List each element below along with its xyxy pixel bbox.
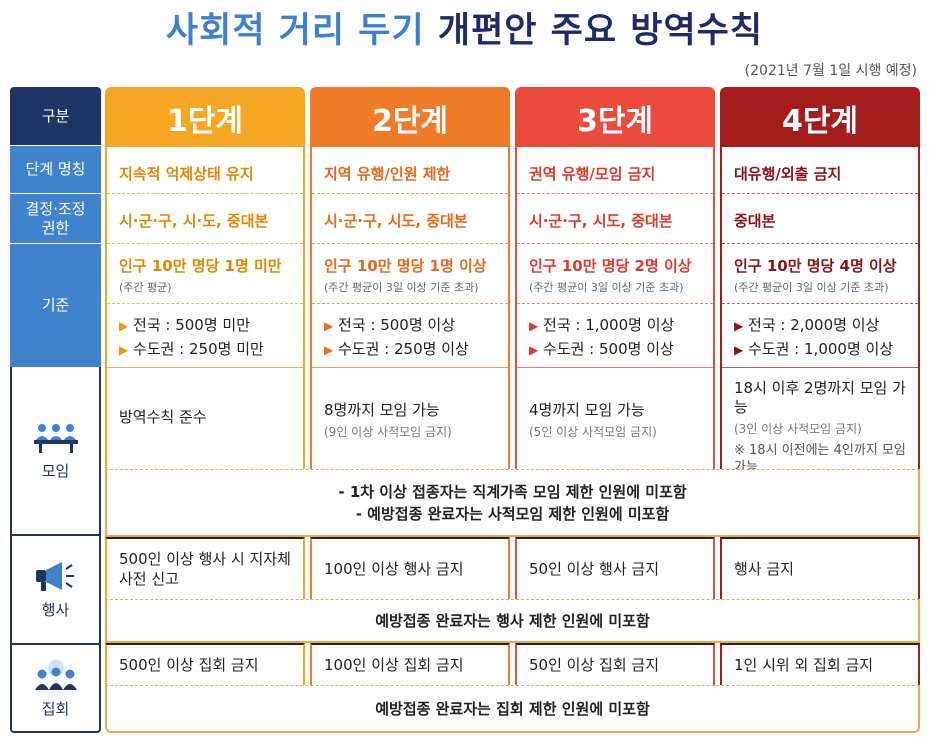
stage-4-criteria: 인구 10만 명당 4명 이상 (주간 평균이 3일 이상 기준 초과) [734, 255, 910, 295]
header-gathering: 모임 [10, 367, 101, 536]
meeting-people-icon [33, 424, 78, 453]
gathering-note: - 1차 이상 접종자는 직계가족 모임 제한 인원에 미포함 - 예방접종 완… [105, 469, 920, 537]
stage-1-assembly: 500인 이상 집회 금지 [105, 643, 305, 685]
stage-2-thresholds: ▶ 전국 : 500명 이상 ▶ 수도권 : 250명 이상 [324, 314, 500, 362]
event-label: 행사 [41, 601, 70, 619]
bullet-triangle-icon: ▶ [119, 319, 129, 333]
stage-3-label: 3단계 [517, 89, 713, 147]
stage-1-capital: 수도권 : 250명 미만 [133, 340, 264, 358]
gathering-note-line2: - 예방접종 완료자는 사적모임 제한 인원에 미포함 [355, 504, 670, 523]
bullet-triangle-icon: ▶ [119, 343, 129, 357]
assembly-note: 예방접종 완료자는 집회 제한 인원에 미포함 [105, 685, 920, 733]
gathering-note-line1: - 1차 이상 접종자는 직계가족 모임 제한 인원에 미포함 [338, 482, 687, 501]
stage-4-gathering: 18시 이후 2명까지 모임 가능 (3인 이상 사적모임 금지) ※ 18시 … [734, 379, 906, 475]
header-assembly: 집회 [10, 645, 101, 733]
stage-1-nationwide: 전국 : 500명 미만 [133, 316, 251, 334]
header-criteria: 기준 [10, 243, 101, 367]
title-part1: 사회적 거리 두기 [165, 11, 425, 51]
stage-2-criteria: 인구 10만 명당 1명 이상 (주간 평균이 3일 이상 기준 초과) [324, 255, 500, 295]
stage-1-criteria: 인구 10만 명당 1명 미만 (주간 평균) [119, 255, 295, 295]
stage-3-nationwide: 전국 : 1,000명 이상 [543, 316, 675, 334]
stage-1-authority: 시·군·구, 시·도, 중대본 [119, 212, 269, 230]
bullet-triangle-icon: ▶ [324, 343, 334, 357]
title-part2: 개편안 주요 방역수칙 [437, 11, 764, 51]
stage-3-authority: 시·군·구, 시도, 중대본 [529, 212, 673, 230]
stage-1-event: 500인 이상 행사 시 지자체 사전 신고 [105, 537, 305, 599]
stage-1-criteria-sub: (주간 평균) [119, 281, 172, 294]
stage-2-gathering: 8명까지 모임 가능 (9인 이상 사적모임 금지) [324, 401, 452, 439]
stage-4-criteria-sub: (주간 평균이 3일 이상 기준 초과) [734, 281, 889, 294]
bullet-triangle-icon: ▶ [734, 319, 744, 333]
stage-3-name: 권역 유행/모임 금지 [529, 165, 656, 183]
crowd-icon [34, 659, 77, 690]
header-event: 행사 [10, 536, 101, 645]
stage-1-label: 1단계 [107, 89, 303, 147]
stage-1-name: 지속적 억제상태 유지 [119, 165, 254, 183]
stage-2-assembly: 100인 이상 집회 금지 [310, 643, 510, 685]
bullet-triangle-icon: ▶ [529, 343, 539, 357]
stage-2-authority: 시·군·구, 시도, 중대본 [324, 212, 468, 230]
stage-4-thresholds: ▶ 전국 : 2,000명 이상 ▶ 수도권 : 1,000명 이상 [734, 314, 910, 362]
stage-3-gathering: 4명까지 모임 가능 (5인 이상 사적모임 금지) [529, 401, 657, 439]
bullet-triangle-icon: ▶ [324, 319, 334, 333]
row-header-column: 구분 단계 명칭 결정·조정 권한 기준 모임 행사 [10, 87, 101, 733]
bullet-triangle-icon: ▶ [529, 319, 539, 333]
stage-4-capital: 수도권 : 1,000명 이상 [748, 340, 894, 358]
stage-2-event: 100인 이상 행사 금지 [310, 537, 510, 599]
stage-1-criteria-main: 인구 10만 명당 1명 미만 [119, 257, 282, 275]
stage-2-criteria-sub: (주간 평균이 3일 이상 기준 초과) [324, 281, 479, 294]
stage-4-criteria-main: 인구 10만 명당 4명 이상 [734, 257, 897, 275]
stage-3-criteria: 인구 10만 명당 2명 이상 (주간 평균이 3일 이상 기준 초과) [529, 255, 705, 295]
stage-4-assembly: 1인 시위 외 집회 금지 [720, 643, 920, 685]
stage-4-name: 대유행/외출 금지 [734, 165, 842, 183]
stage-2-nationwide: 전국 : 500명 이상 [338, 316, 456, 334]
stage-1-gathering: 방역수칙 준수 [119, 408, 207, 426]
gathering-label: 모임 [41, 462, 70, 480]
stage-2-label: 2단계 [312, 89, 508, 147]
date-note: (2021년 7월 1일 시행 예정) [744, 63, 917, 79]
stage-3-criteria-main: 인구 10만 명당 2명 이상 [529, 257, 692, 275]
assembly-label: 집회 [41, 699, 70, 718]
stage-2-name: 지역 유행/인원 제한 [324, 165, 451, 183]
stage-4-authority: 중대본 [734, 212, 776, 230]
page-title: 사회적 거리 두기 개편안 주요 방역수칙 [0, 2, 929, 53]
stage-2-criteria-main: 인구 10만 명당 1명 이상 [324, 257, 487, 275]
stage-4-nationwide: 전국 : 2,000명 이상 [748, 316, 880, 334]
event-note: 예방접종 완료자는 행사 제한 인원에 미포함 [105, 599, 920, 643]
megaphone-icon [35, 562, 74, 591]
stage-3-capital: 수도권 : 500명 이상 [543, 340, 674, 358]
bullet-triangle-icon: ▶ [734, 343, 744, 357]
stage-2-capital: 수도권 : 250명 이상 [338, 340, 469, 358]
stage-3-event: 50인 이상 행사 금지 [515, 537, 715, 599]
header-category: 구분 [10, 87, 101, 145]
stage-1-thresholds: ▶ 전국 : 500명 미만 ▶ 수도권 : 250명 미만 [119, 314, 295, 362]
stage-3-criteria-sub: (주간 평균이 3일 이상 기준 초과) [529, 281, 684, 294]
stage-4-event: 행사 금지 [720, 537, 920, 599]
stage-3-assembly: 50인 이상 집회 금지 [515, 643, 715, 685]
header-authority: 결정·조정 권한 [10, 193, 101, 243]
header-stage-name: 단계 명칭 [10, 145, 101, 193]
stage-4-label: 4단계 [722, 89, 918, 147]
stage-3-thresholds: ▶ 전국 : 1,000명 이상 ▶ 수도권 : 500명 이상 [529, 314, 705, 362]
